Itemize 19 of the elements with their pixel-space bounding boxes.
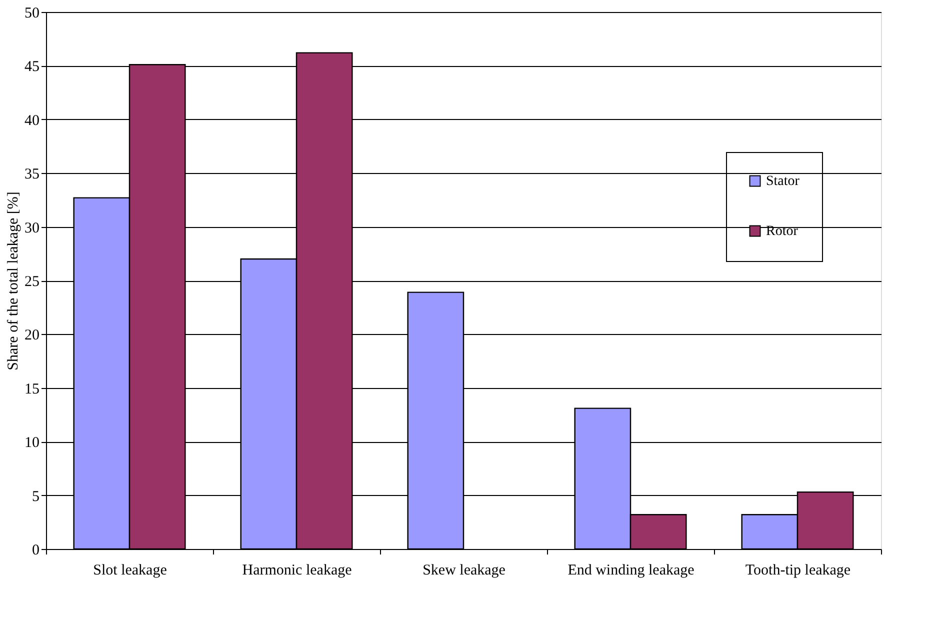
y-axis-title: Share of the total leakage [%] [6, 192, 22, 370]
y-tick-label: 5 [32, 488, 40, 505]
y-tick-label: 35 [24, 166, 40, 183]
x-tick-label: End winding leakage [568, 562, 695, 578]
y-tick-label: 40 [24, 112, 40, 129]
x-tick-label: Harmonic leakage [242, 562, 352, 578]
y-tick-label: 15 [24, 381, 40, 398]
legend-label: Stator [766, 174, 800, 189]
y-tick-label: 0 [32, 542, 40, 558]
x-tick-label: Skew leakage [422, 562, 506, 578]
y-tick-label: 30 [24, 220, 40, 236]
x-tick-label: Slot leakage [93, 562, 168, 578]
y-tick-label: 45 [24, 59, 40, 76]
y-tick-label: 10 [24, 435, 40, 452]
y-tick-label: 50 [24, 6, 40, 22]
legend-label: Rotor [766, 224, 798, 239]
x-tick-label: Tooth-tip leakage [745, 562, 851, 578]
y-tick-label: 25 [24, 274, 40, 290]
y-tick-label: 20 [24, 328, 40, 344]
